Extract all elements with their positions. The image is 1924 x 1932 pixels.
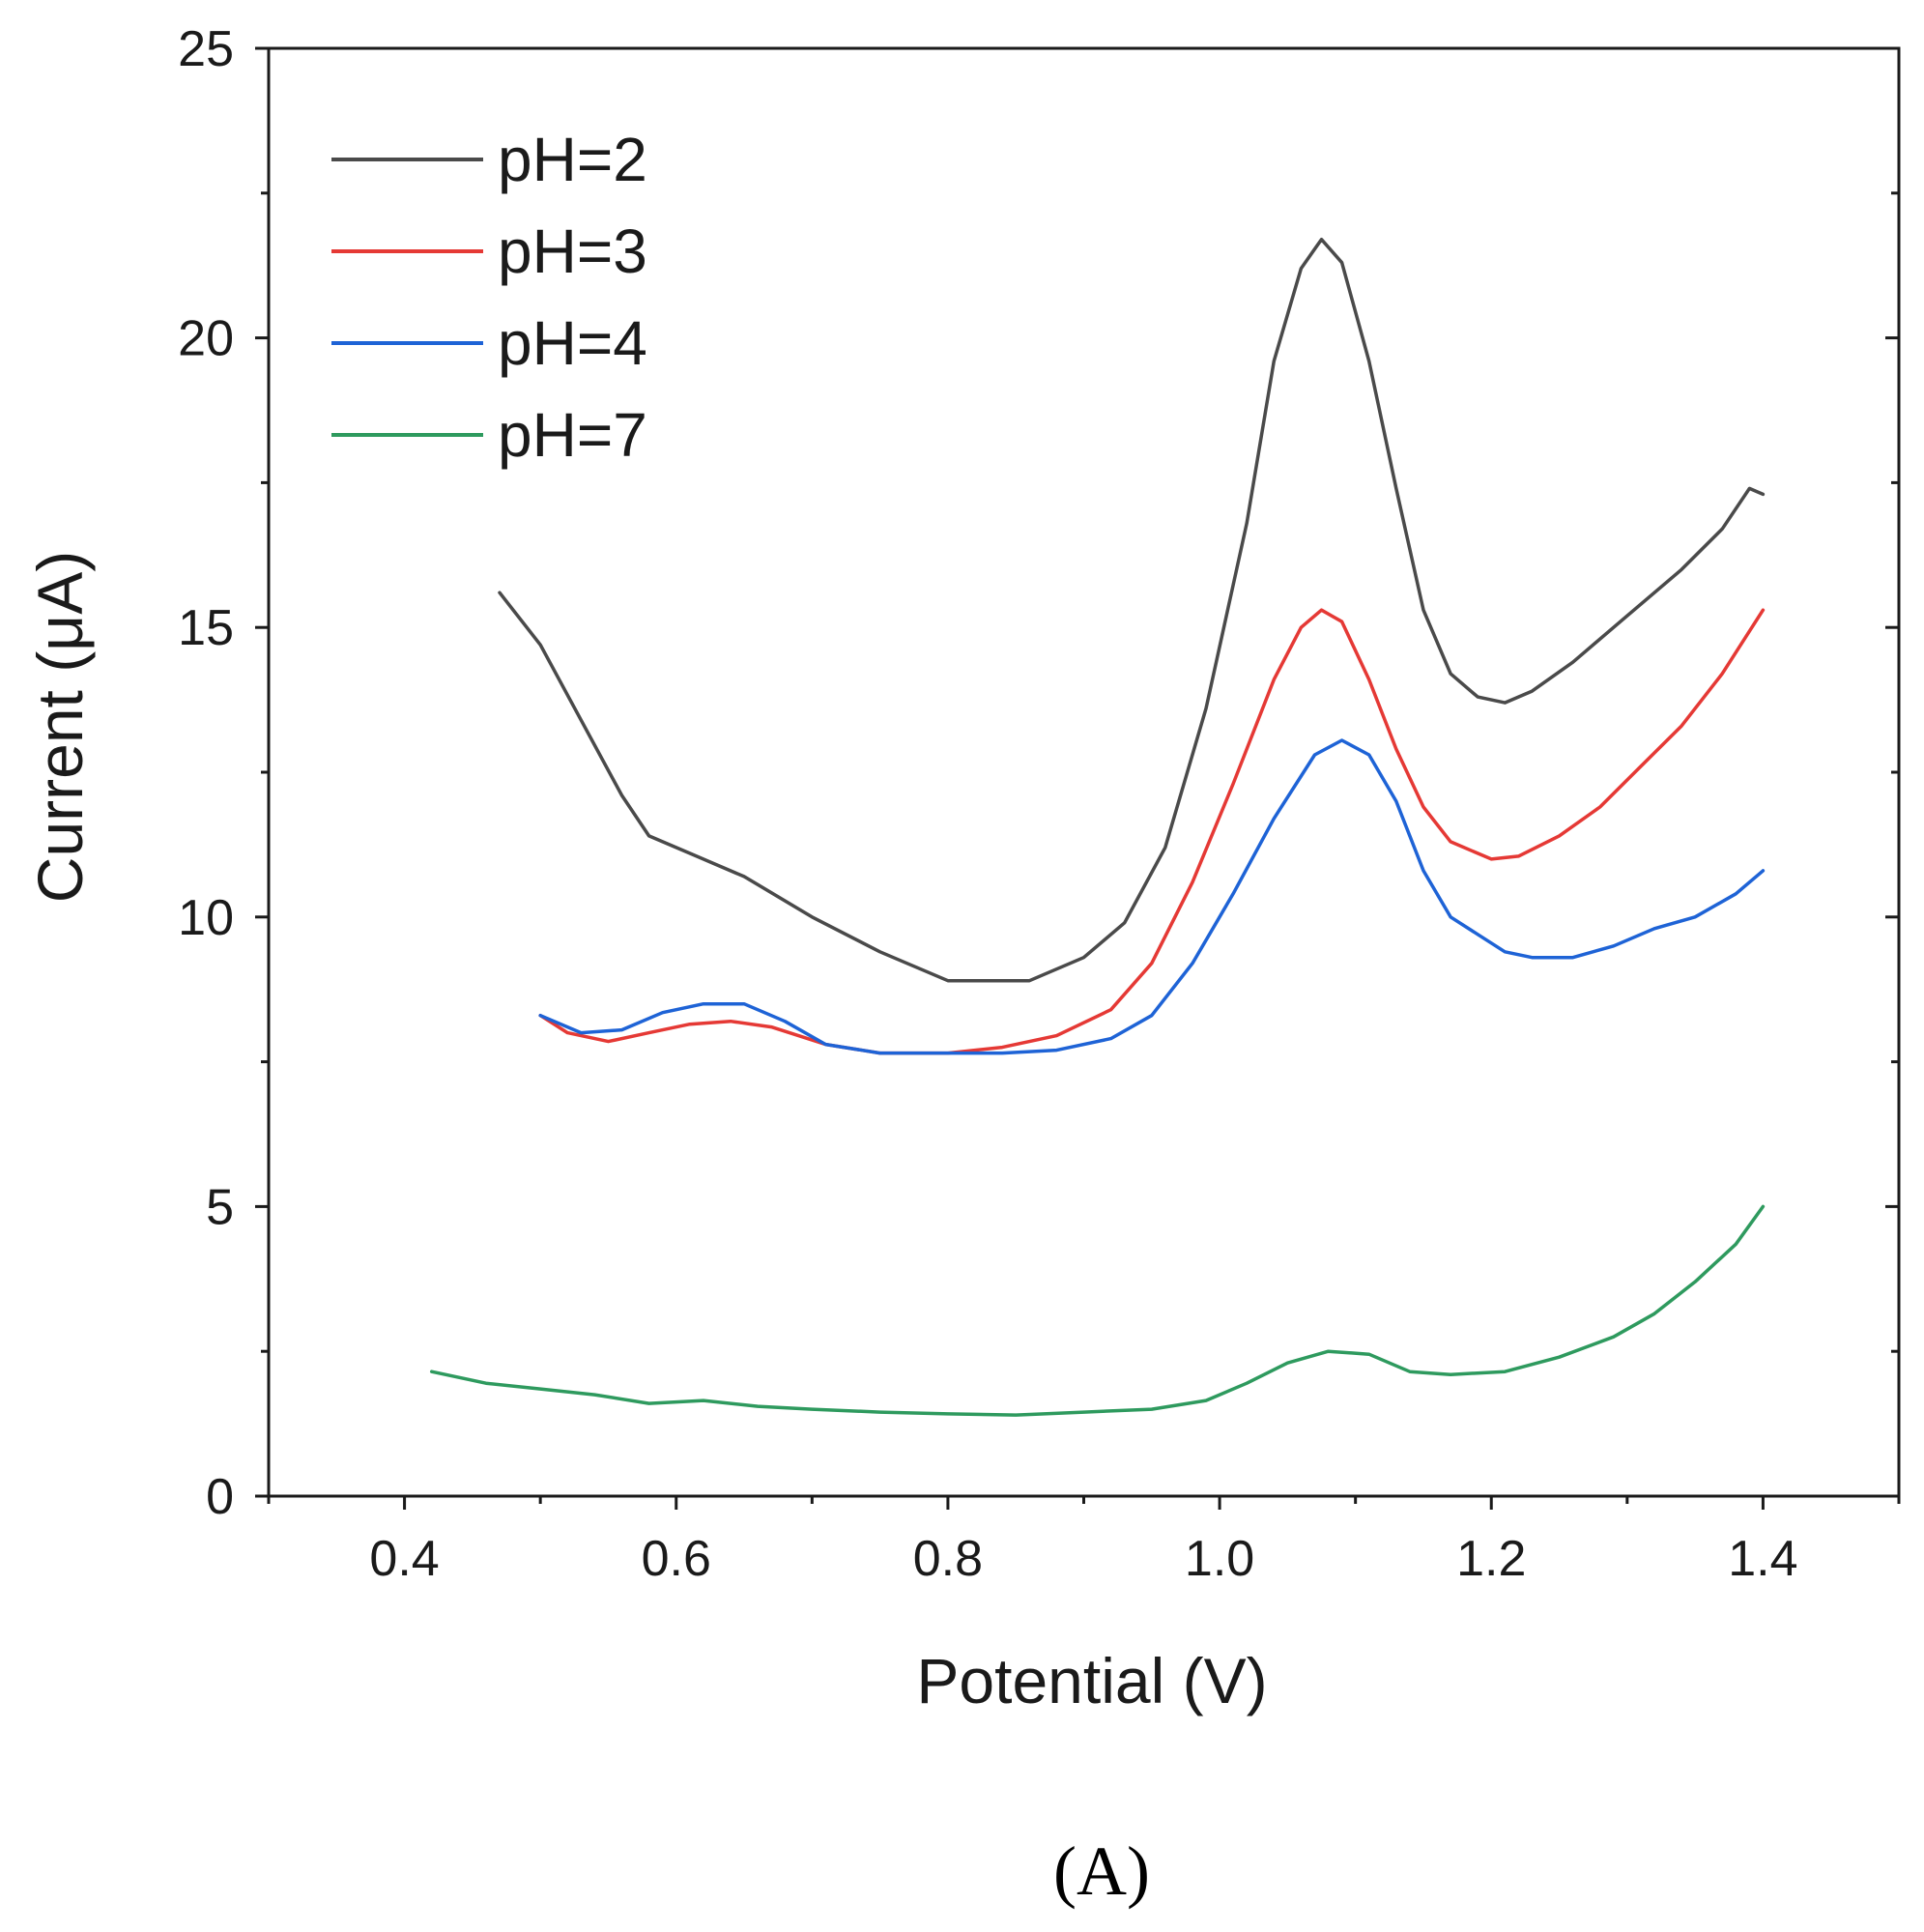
x-tick-label: 0.8	[913, 1531, 983, 1587]
y-tick-label: 0	[206, 1469, 234, 1525]
series-line-ph-2	[498, 237, 1766, 983]
series-group	[429, 237, 1766, 1417]
y-tick-label: 10	[178, 890, 234, 946]
y-axis: 0 5 10 15 20 25	[178, 21, 1899, 1525]
legend: pH=2 pH=3 pH=4 pH=7	[331, 125, 647, 470]
x-axis-title: Potential (V)	[916, 1645, 1267, 1716]
y-tick-label: 15	[178, 600, 234, 656]
y-tick-label: 20	[178, 311, 234, 367]
x-tick-label: 0.6	[642, 1531, 711, 1587]
legend-label: pH=4	[498, 308, 647, 378]
x-tick-label: 1.4	[1728, 1531, 1797, 1587]
y-tick-label: 5	[206, 1179, 234, 1235]
x-tick-label: 1.2	[1456, 1531, 1526, 1587]
panel-label: (A)	[1053, 1832, 1150, 1910]
legend-label: pH=2	[498, 125, 647, 194]
x-axis: 0.4 0.6 0.8 1.0 1.2 1.4	[267, 1496, 1901, 1587]
y-axis-title: Current (μA)	[24, 551, 96, 903]
series-line-ph-7	[429, 1204, 1766, 1417]
legend-label: pH=7	[498, 400, 647, 470]
series-line-ph-3	[538, 608, 1766, 1055]
x-tick-label: 0.4	[369, 1531, 439, 1587]
y-tick-label: 25	[178, 21, 234, 77]
legend-label: pH=3	[498, 216, 647, 286]
x-tick-label: 1.0	[1185, 1531, 1254, 1587]
series-line-ph-4	[538, 738, 1766, 1055]
